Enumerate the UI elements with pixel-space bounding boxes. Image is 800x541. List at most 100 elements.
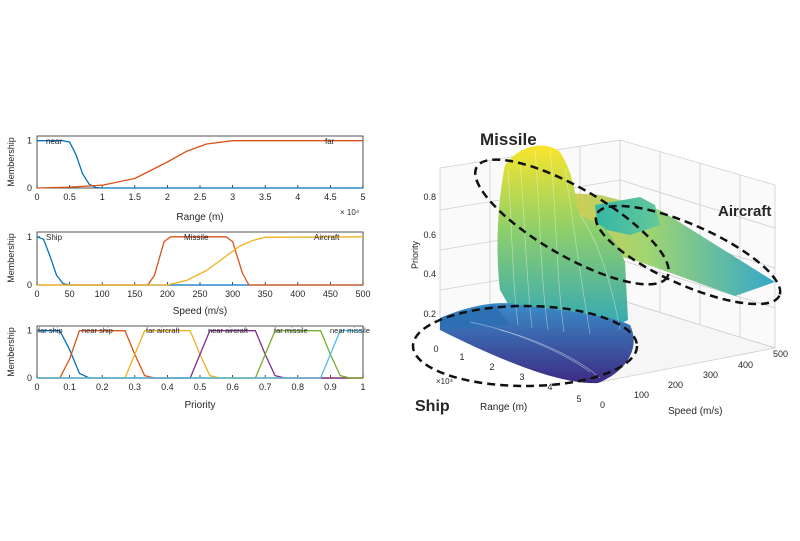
z-axis-label: Priority bbox=[410, 241, 420, 270]
x-tick-label: 5 bbox=[360, 192, 365, 202]
series-label-near: near bbox=[46, 137, 62, 146]
x-tick-label: 2.5 bbox=[194, 192, 207, 202]
y-tick-label: 1 bbox=[27, 136, 32, 146]
y-tick: 200 bbox=[668, 380, 683, 390]
series-line-far-missile bbox=[37, 330, 363, 379]
x-tick-label: 4 bbox=[295, 192, 300, 202]
z-tick: 0.2 bbox=[423, 309, 436, 319]
plot-frame bbox=[36, 231, 364, 286]
missile-ellipse bbox=[473, 158, 671, 286]
x-tick-label: 1.5 bbox=[129, 192, 142, 202]
x-tick-label: 3 bbox=[230, 192, 235, 202]
x-tick-label: 300 bbox=[225, 289, 240, 299]
series-line-far bbox=[36, 140, 363, 189]
x-axis-label: Priority bbox=[184, 400, 215, 411]
series-label-ship: Ship bbox=[46, 233, 63, 242]
x-tick-label: 0.7 bbox=[259, 382, 272, 392]
series-label-near-aircraft: near aircraft bbox=[208, 326, 249, 335]
plot-frame bbox=[36, 135, 364, 189]
x-tick-label: 450 bbox=[323, 289, 338, 299]
series-line-missile bbox=[37, 236, 363, 286]
x-tick: 4 bbox=[547, 382, 552, 392]
x-tick-label: 1 bbox=[100, 192, 105, 202]
y-tick-label: 0 bbox=[27, 183, 32, 193]
y-tick: 500 bbox=[773, 349, 788, 359]
x-tick-label: 0 bbox=[34, 289, 39, 299]
y-ticks: 0 100 200 300 400 500 bbox=[600, 349, 788, 410]
y-tick: 300 bbox=[703, 370, 718, 380]
series-line-near-missile bbox=[37, 330, 363, 379]
x-tick-label: 100 bbox=[95, 289, 110, 299]
aircraft-annotation: Aircraft bbox=[718, 203, 771, 220]
series-label-far-missile: far missile bbox=[274, 326, 308, 335]
x-tick: 0 bbox=[433, 344, 438, 354]
series-label-far: far bbox=[325, 137, 335, 146]
priority-surface-plot: 0.2 0.4 0.6 0.8 Priority 0 1 2 3 4 5 ×10… bbox=[410, 130, 788, 417]
z-tick: 0.4 bbox=[423, 269, 436, 279]
x-tick-label: 350 bbox=[258, 289, 273, 299]
x-ticks: 0 0.1 0.2 0.3 0.4 0.5 0.6 0.7 0.8 0.9 1 bbox=[34, 375, 366, 392]
ship-annotation: Ship bbox=[415, 398, 450, 415]
y-tick-label: 1 bbox=[27, 232, 32, 242]
y-tick: 100 bbox=[634, 390, 649, 400]
y-tick: 400 bbox=[738, 360, 753, 370]
x-multiplier-label: × 10⁴ bbox=[340, 208, 360, 217]
x-axis-label: Speed (m/s) bbox=[173, 306, 227, 317]
x-tick-label: 0.8 bbox=[292, 382, 305, 392]
plot-frame bbox=[36, 325, 364, 379]
x-tick-label: 400 bbox=[290, 289, 305, 299]
y-axis-label: Membership bbox=[6, 137, 16, 187]
x-tick: 2 bbox=[489, 362, 494, 372]
x-tick-label: 200 bbox=[160, 289, 175, 299]
x-multiplier-label: ×10⁴ bbox=[436, 377, 454, 386]
x-tick-label: 0.2 bbox=[96, 382, 109, 392]
series-lines bbox=[37, 330, 363, 379]
aircraft-plateau bbox=[520, 190, 775, 296]
series-lines bbox=[36, 236, 364, 286]
x-tick-label: 500 bbox=[355, 289, 370, 299]
x-tick-label: 3.5 bbox=[259, 192, 272, 202]
series-lines bbox=[36, 140, 363, 189]
series-line-near-aircraft bbox=[37, 330, 363, 379]
series-label-aircraft: Aircraft bbox=[314, 233, 340, 242]
x-tick-label: 1 bbox=[360, 382, 365, 392]
priority-membership-plot: 0 0.1 0.2 0.3 0.4 0.5 0.6 0.7 0.8 0.9 1 0 1 Members… bbox=[6, 325, 370, 411]
y-axis-label: Membership bbox=[6, 327, 16, 377]
annotation-ellipses bbox=[411, 158, 782, 388]
x-tick-label: 0.9 bbox=[324, 382, 337, 392]
x-tick-label: 0 bbox=[34, 382, 39, 392]
z-tick: 0.8 bbox=[423, 192, 436, 202]
x-tick-label: 250 bbox=[192, 289, 207, 299]
x-tick: 3 bbox=[519, 372, 524, 382]
surface bbox=[440, 145, 775, 384]
ship-ellipse bbox=[411, 304, 639, 388]
x-tick-label: 0.5 bbox=[194, 382, 207, 392]
aircraft-ellipse bbox=[594, 204, 782, 306]
series-line-aircraft bbox=[37, 236, 364, 286]
series-label-far-ship: far ship bbox=[38, 326, 63, 335]
series-label-near-ship: near ship bbox=[82, 326, 113, 335]
x-tick-label: 150 bbox=[127, 289, 142, 299]
x-tick-label: 0 bbox=[34, 192, 39, 202]
z-ticks: 0.2 0.4 0.6 0.8 bbox=[423, 192, 436, 319]
x-tick-label: 0.1 bbox=[63, 382, 76, 392]
y-axis-label: Membership bbox=[6, 233, 16, 283]
missile-ridge bbox=[497, 145, 628, 331]
ship-floor bbox=[440, 305, 510, 330]
x-axis-label: Range (m) bbox=[176, 212, 223, 223]
x-tick: 1 bbox=[459, 352, 464, 362]
x-axis-label: Range (m) bbox=[480, 402, 527, 413]
x-tick-label: 0.3 bbox=[129, 382, 142, 392]
y-tick: 0 bbox=[600, 400, 605, 410]
series-label-near-missile: near missile bbox=[330, 326, 370, 335]
x-tick-label: 2 bbox=[165, 192, 170, 202]
speed-membership-plot: 0 50 100 150 200 250 300 350 400 450 500 0 1 Member… bbox=[6, 231, 371, 317]
missile-annotation: Missile bbox=[480, 130, 537, 149]
y-tick-label: 0 bbox=[27, 373, 32, 383]
series-label-far-aircraft: far aircraft bbox=[146, 326, 181, 335]
y-tick-label: 0 bbox=[27, 280, 32, 290]
x-tick-label: 0.5 bbox=[63, 192, 76, 202]
y-tick-label: 1 bbox=[27, 326, 32, 336]
series-line-far-aircraft bbox=[37, 330, 363, 379]
